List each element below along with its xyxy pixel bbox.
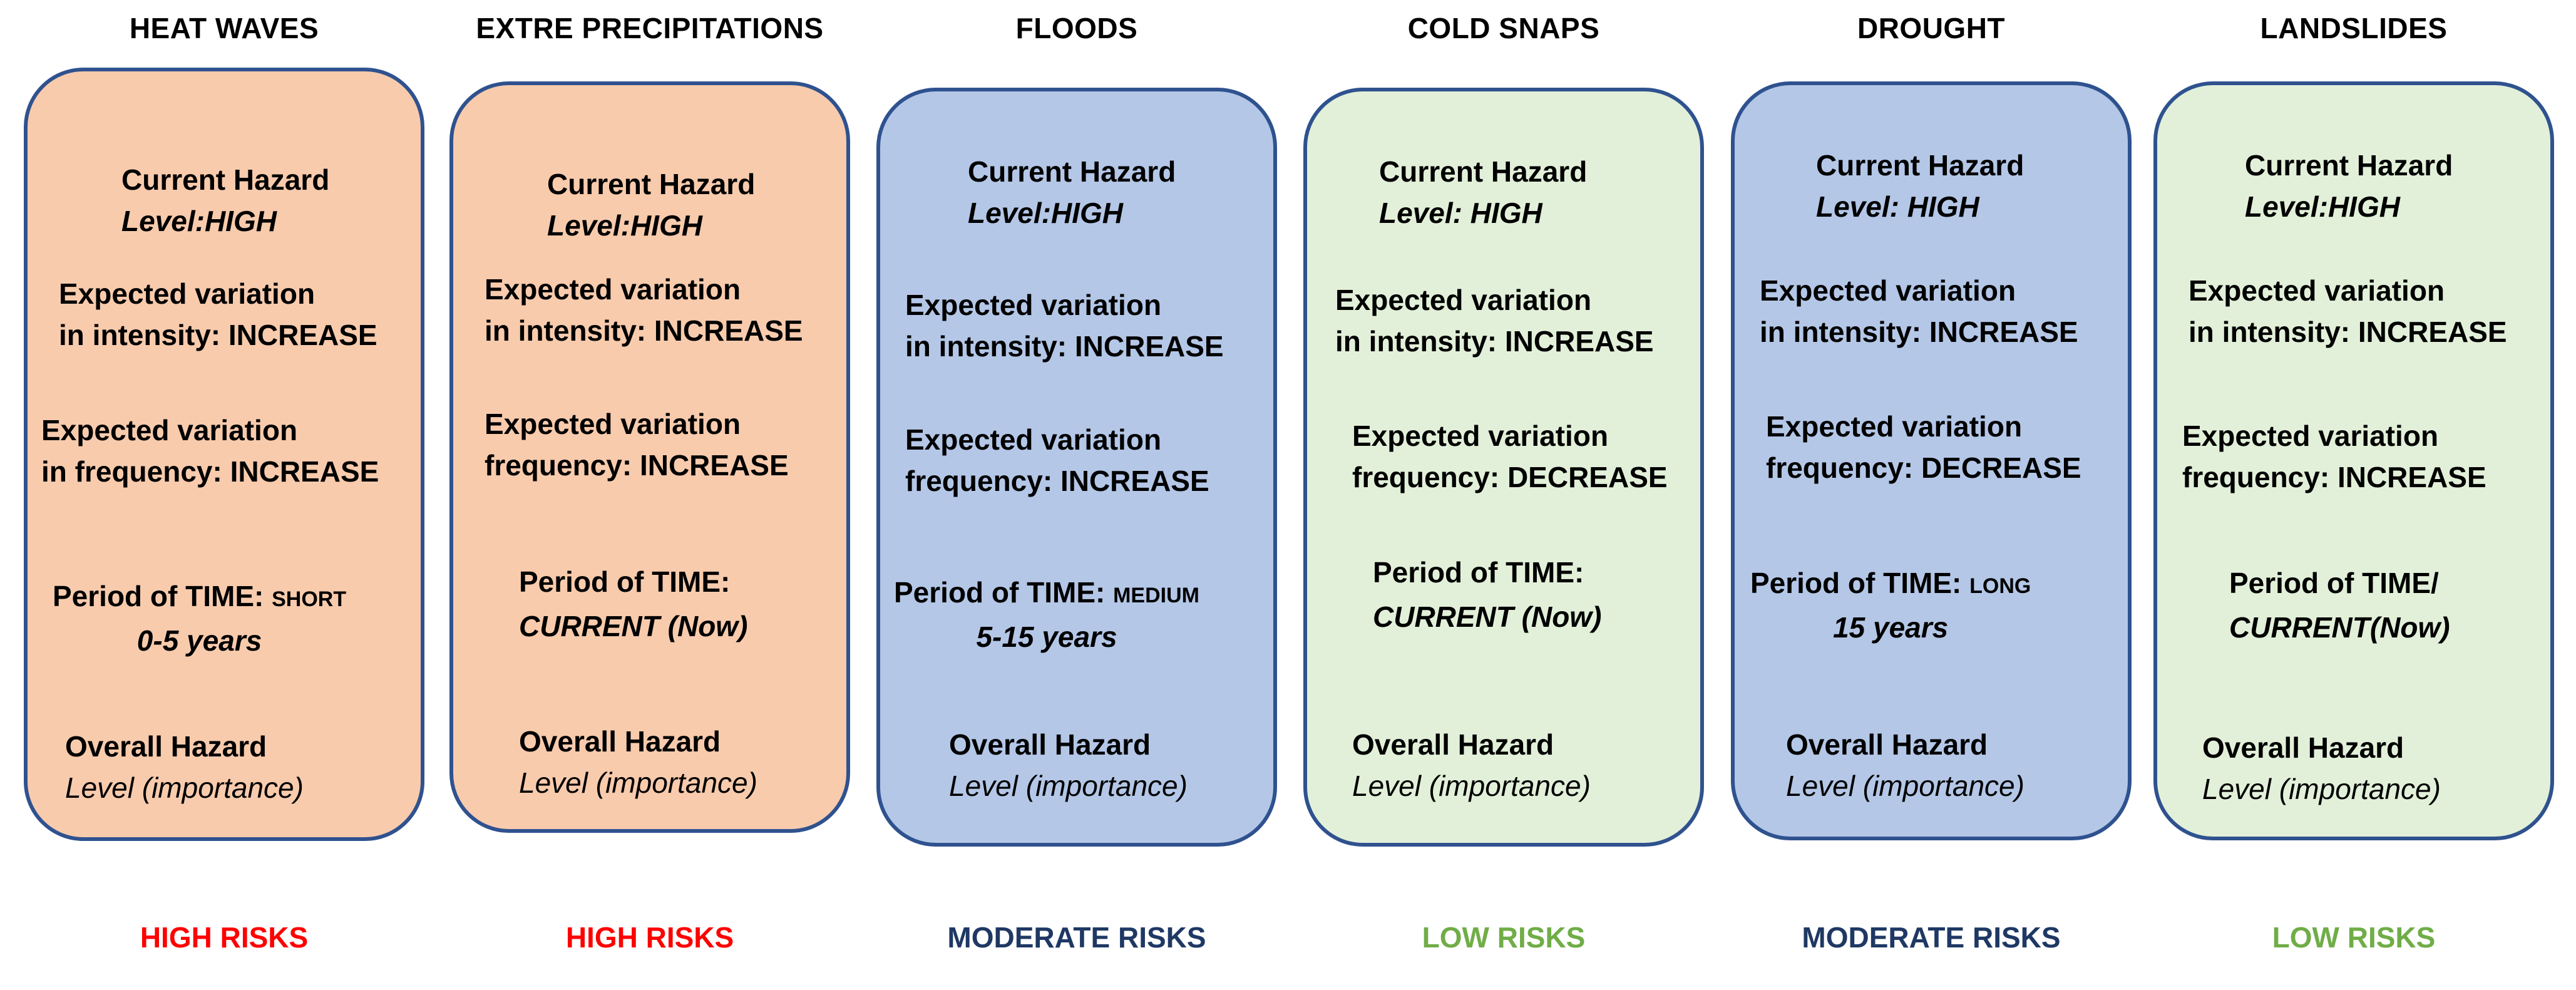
- overall-hazard: Overall Hazard Level (importance): [519, 725, 757, 799]
- risk-label: LOW RISKS: [1422, 921, 1586, 954]
- time-period: Period of TIME/ CURRENT(Now): [2229, 567, 2450, 644]
- current-hazard: Current Hazard Level:HIGH: [121, 163, 330, 237]
- column-title: HEAT WAVES: [129, 12, 319, 44]
- current-hazard: Current Hazard Level:HIGH: [2245, 149, 2453, 223]
- current-hazard: Current Hazard Level: HIGH: [1816, 149, 2024, 223]
- column-cold-snaps: COLD SNAPS Current Hazard Level: HIGH Ex…: [1303, 0, 1704, 990]
- time-period: Period of TIME: CURRENT (Now): [1373, 556, 1602, 633]
- column-extreme-precipitations: EXTRE PRECIPITATIONS Current Hazard Leve…: [449, 0, 850, 990]
- frequency-variation: Expected variation in frequency: INCREAS…: [41, 414, 379, 488]
- intensity-variation: Expected variation in intensity: INCREAS…: [1335, 284, 1654, 358]
- current-hazard: Current Hazard Level:HIGH: [968, 155, 1176, 229]
- time-period: Period of TIME: SHORT 0-5 years: [53, 580, 347, 657]
- overall-hazard: Overall Hazard Level (importance): [949, 728, 1188, 802]
- hazard-card: Current Hazard Level:HIGH Expected varia…: [449, 81, 850, 833]
- frequency-variation: Expected variation frequency: INCREASE: [2182, 420, 2486, 493]
- risk-label: LOW RISKS: [2272, 921, 2436, 954]
- hazard-card: Current Hazard Level:HIGH Expected varia…: [876, 88, 1277, 847]
- column-drought: DROUGHT Current Hazard Level: HIGH Expec…: [1731, 0, 2132, 990]
- overall-hazard: Overall Hazard Level (importance): [1786, 728, 2024, 802]
- hazard-card: Current Hazard Level: HIGH Expected vari…: [1303, 88, 1704, 847]
- overall-hazard: Overall Hazard Level (importance): [2202, 731, 2441, 805]
- risk-label: MODERATE RISKS: [1802, 921, 2061, 954]
- column-title: FLOODS: [1015, 12, 1138, 44]
- frequency-variation: Expected variation frequency: INCREASE: [905, 423, 1209, 497]
- column-title: COLD SNAPS: [1407, 12, 1600, 44]
- column-landslides: LANDSLIDES Current Hazard Level:HIGH Exp…: [2153, 0, 2554, 990]
- intensity-variation: Expected variation in intensity: INCREAS…: [59, 277, 377, 351]
- frequency-variation: Expected variation frequency: DECREASE: [1766, 410, 2081, 484]
- column-floods: FLOODS Current Hazard Level:HIGH Expecte…: [876, 0, 1277, 990]
- current-hazard: Current Hazard Level:HIGH: [547, 168, 756, 242]
- column-title: DROUGHT: [1857, 12, 2006, 44]
- hazard-card: Current Hazard Level:HIGH Expected varia…: [2153, 81, 2554, 840]
- risk-label: MODERATE RISKS: [947, 921, 1206, 954]
- intensity-variation: Expected variation in intensity: INCREAS…: [485, 273, 803, 347]
- time-period: Period of TIME: MEDIUM 5-15 years: [894, 576, 1199, 653]
- frequency-variation: Expected variation frequency: DECREASE: [1352, 420, 1668, 493]
- column-heat-waves: HEAT WAVES Current Hazard Level:HIGH Exp…: [24, 0, 424, 990]
- intensity-variation: Expected variation in intensity: INCREAS…: [2189, 274, 2507, 348]
- overall-hazard: Overall Hazard Level (importance): [65, 730, 304, 804]
- risk-label: HIGH RISKS: [565, 921, 734, 954]
- overall-hazard: Overall Hazard Level (importance): [1352, 728, 1591, 802]
- column-title: LANDSLIDES: [2260, 12, 2448, 44]
- hazard-card: Current Hazard Level:HIGH Expected varia…: [24, 68, 424, 841]
- hazard-card: Current Hazard Level: HIGH Expected vari…: [1731, 81, 2132, 840]
- frequency-variation: Expected variation frequency: INCREASE: [485, 408, 789, 482]
- time-period: Period of TIME: LONG 15 years: [1750, 567, 2031, 644]
- time-period: Period of TIME: CURRENT (Now): [519, 565, 748, 642]
- current-hazard: Current Hazard Level: HIGH: [1379, 155, 1588, 229]
- risk-label: HIGH RISKS: [140, 921, 309, 954]
- intensity-variation: Expected variation in intensity: INCREAS…: [1760, 274, 2078, 348]
- intensity-variation: Expected variation in intensity: INCREAS…: [905, 289, 1224, 363]
- column-title: EXTRE PRECIPITATIONS: [476, 12, 824, 44]
